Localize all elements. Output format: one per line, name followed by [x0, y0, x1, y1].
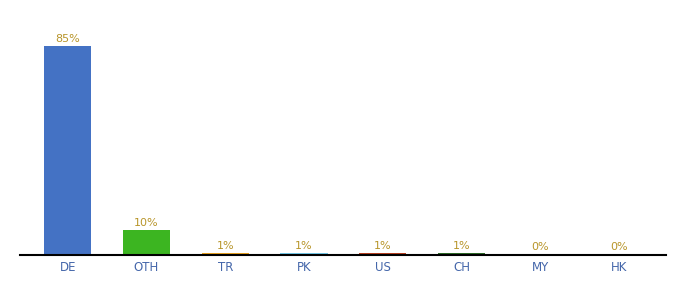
Bar: [517, 254, 564, 255]
Bar: [359, 253, 407, 255]
Text: 10%: 10%: [134, 218, 158, 228]
Bar: [123, 230, 170, 255]
Bar: [596, 254, 643, 255]
Text: 1%: 1%: [216, 241, 234, 250]
Text: 0%: 0%: [532, 242, 549, 252]
Text: 85%: 85%: [55, 34, 80, 44]
Text: 1%: 1%: [374, 241, 392, 250]
Bar: [280, 253, 328, 255]
Text: 1%: 1%: [295, 241, 313, 250]
Text: 0%: 0%: [611, 242, 628, 252]
Text: 1%: 1%: [453, 241, 471, 250]
Bar: [438, 253, 486, 255]
Bar: [201, 253, 249, 255]
Bar: [44, 46, 91, 255]
